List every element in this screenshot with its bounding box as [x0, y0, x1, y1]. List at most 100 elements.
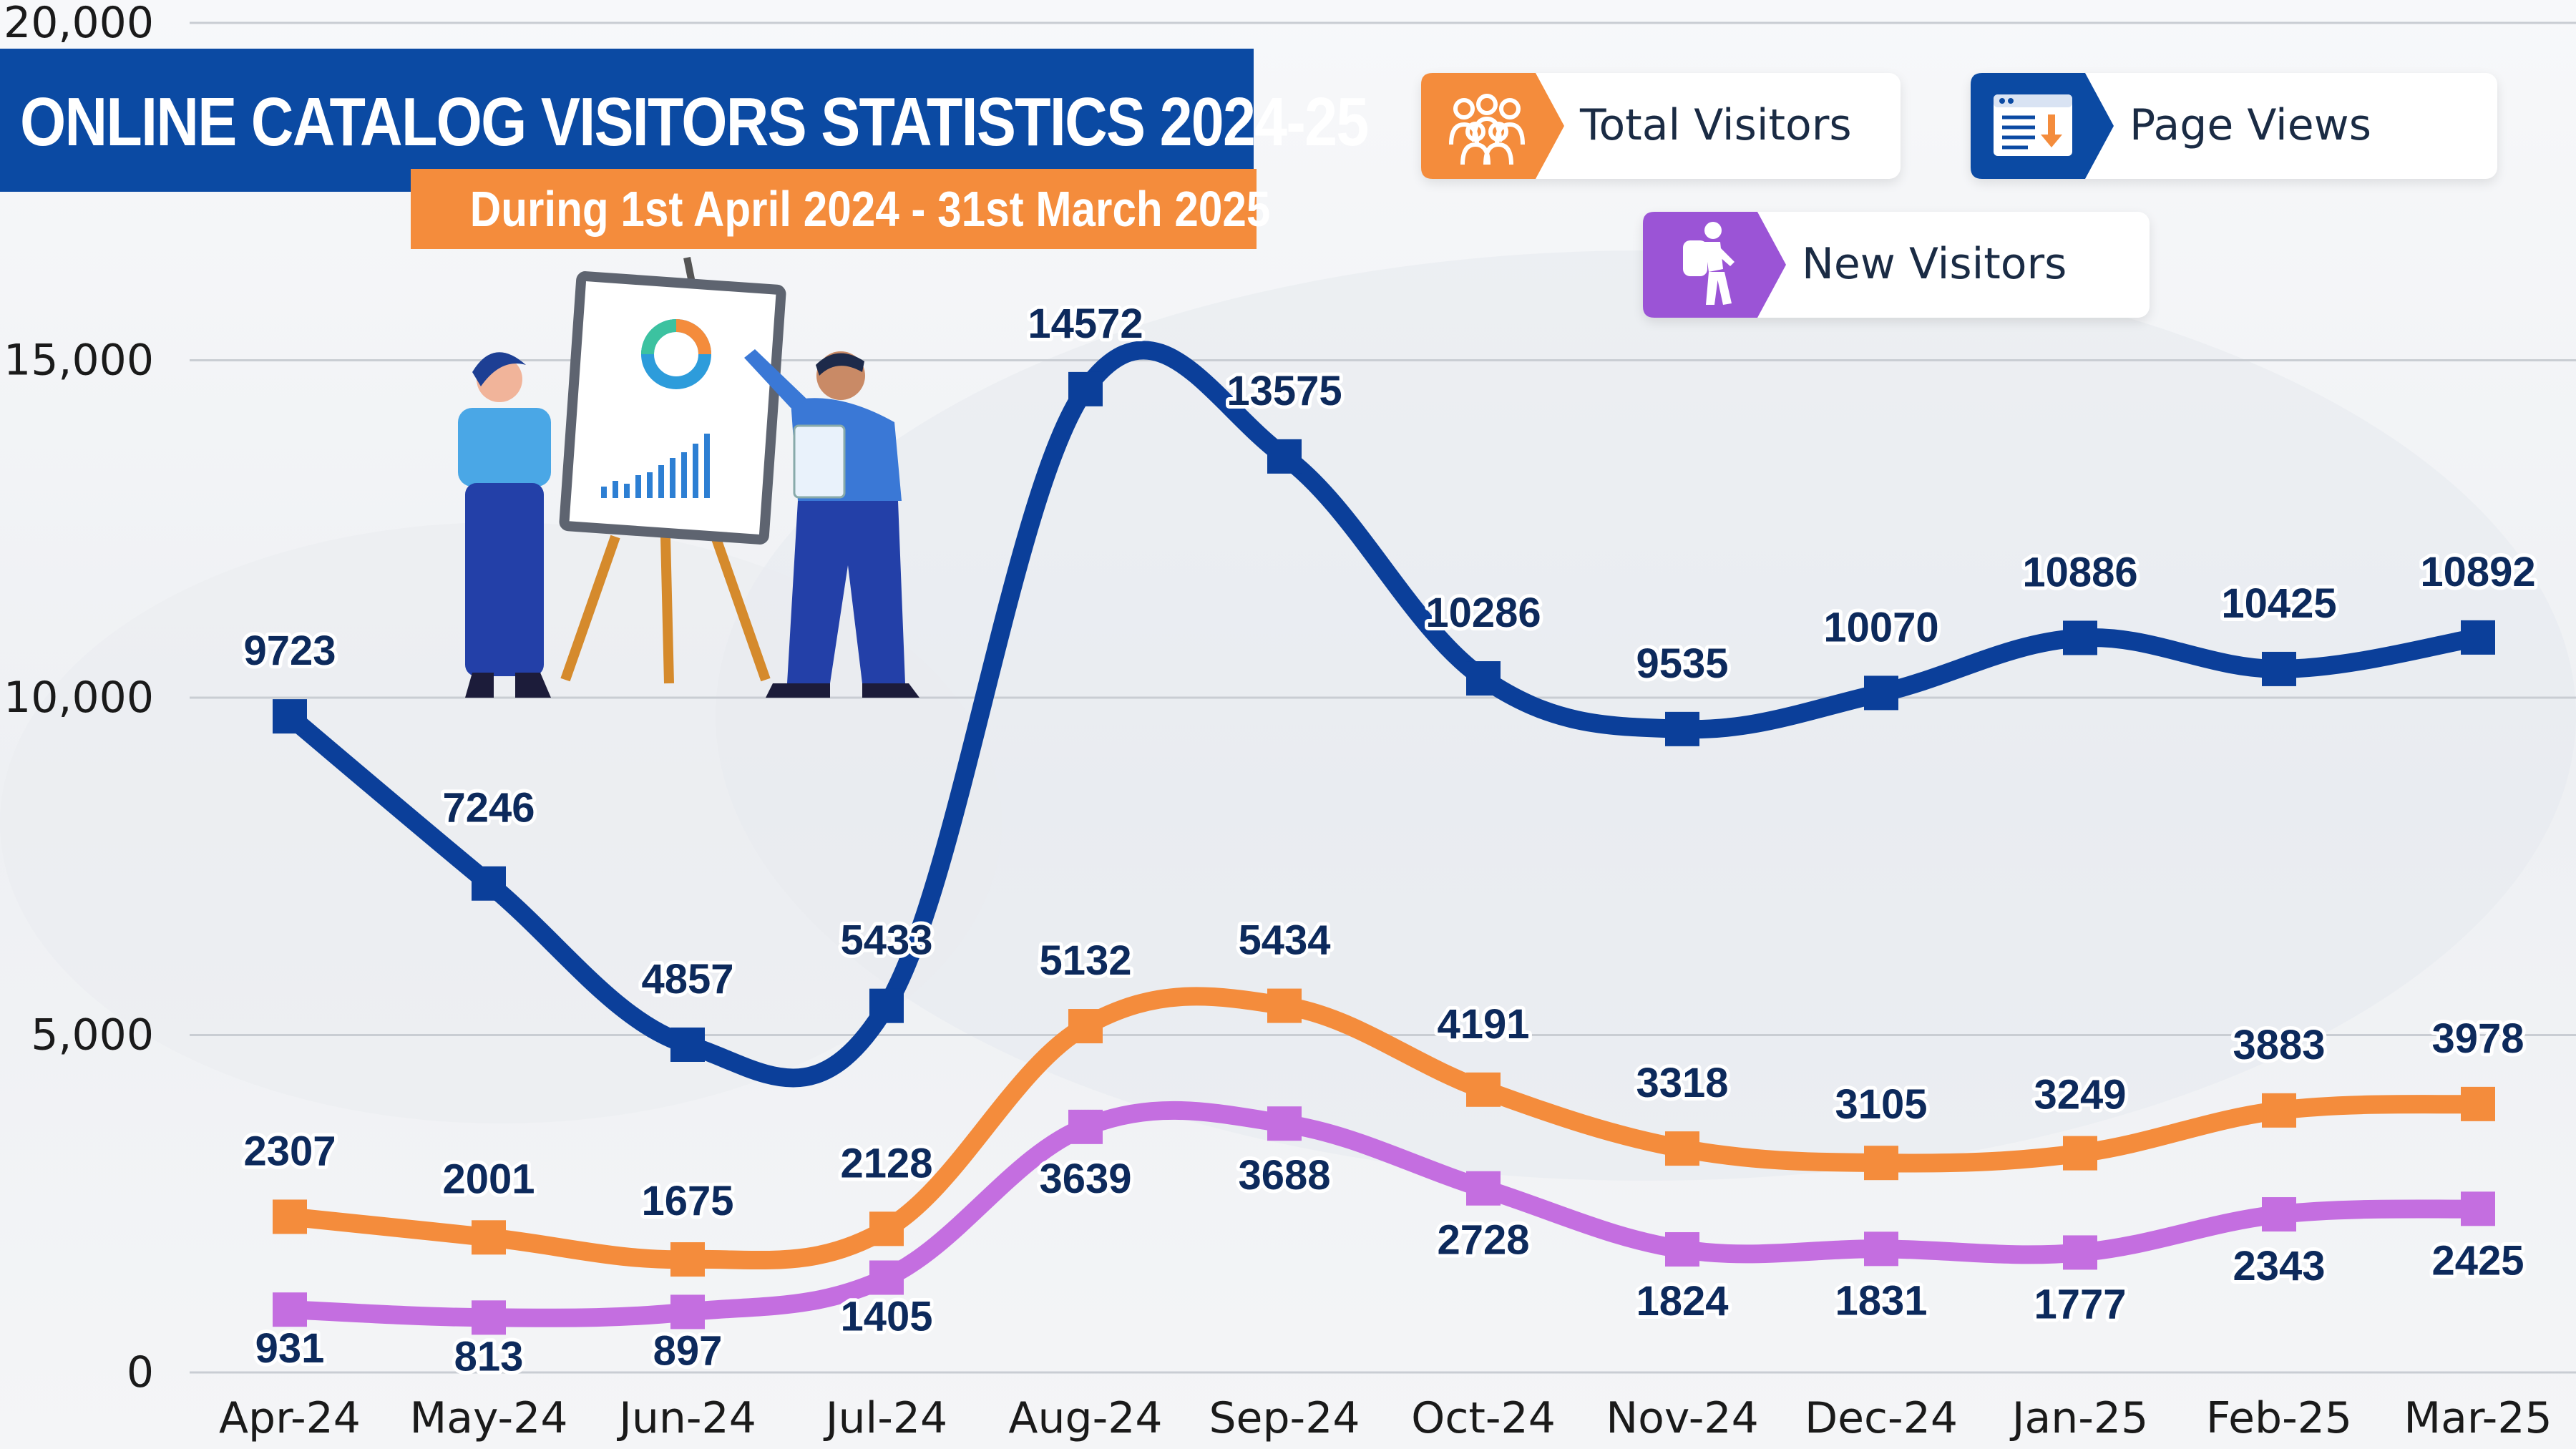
data-point-page-views: [1864, 675, 1898, 711]
data-label-total-visitors: 3978: [2431, 1015, 2524, 1062]
legend-label: Total Visitors: [1580, 100, 1852, 150]
data-point-new-visitors: [1466, 1171, 1501, 1206]
data-point-total-visitors: [273, 1199, 307, 1234]
background-wash: [0, 250, 2576, 1181]
data-point-new-visitors: [472, 1300, 506, 1335]
data-label-page-views: 10886: [2022, 549, 2137, 595]
chart-subtitle: During 1st April 2024 - 31st March 2025: [469, 181, 1271, 237]
x-axis-tick-labels: Apr-24 May-24 Jun-24 Jul-24 Aug-24 Sep-24 Oct-…: [219, 1393, 2552, 1443]
data-label-total-visitors: 3883: [2233, 1022, 2325, 1068]
data-label-new-visitors: 1831: [1835, 1277, 1927, 1324]
data-point-new-visitors: [1665, 1231, 1699, 1267]
data-point-page-views: [1068, 371, 1103, 406]
y-tick-label: 0: [127, 1347, 154, 1397]
data-point-total-visitors: [1864, 1146, 1898, 1181]
x-tick-label: Aug-24: [1008, 1393, 1162, 1443]
title-banner: ONLINE CATALOG VISITORS STATISTICS 2024-…: [0, 49, 1369, 192]
data-label-new-visitors: 897: [653, 1327, 723, 1374]
data-point-new-visitors: [1068, 1109, 1103, 1144]
data-label-page-views: 10425: [2221, 580, 2336, 627]
data-point-page-views: [869, 988, 904, 1023]
y-axis-tick-labels: 0 5,000 10,000 15,000 20,000: [4, 0, 154, 1397]
browser-download-icon: [1971, 73, 2114, 179]
data-label-page-views: 13575: [1226, 368, 1342, 414]
data-point-new-visitors: [2063, 1235, 2097, 1270]
y-tick-label: 5,000: [31, 1010, 154, 1060]
data-point-new-visitors: [2461, 1191, 2495, 1226]
data-point-page-views: [670, 1027, 705, 1062]
chart-title: ONLINE CATALOG VISITORS STATISTICS 2024-…: [20, 84, 1369, 160]
data-point-new-visitors: [1267, 1106, 1302, 1141]
presentation-illustration: [458, 257, 919, 698]
data-label-new-visitors: 1824: [1636, 1278, 1728, 1324]
data-point-page-views: [2461, 620, 2495, 655]
legend-item-page-views: Page Views: [1971, 73, 2497, 179]
x-tick-label: Mar-25: [2404, 1393, 2552, 1443]
data-point-total-visitors: [2461, 1086, 2495, 1121]
data-point-page-views: [1267, 439, 1302, 474]
y-tick-label: 20,000: [4, 0, 154, 48]
data-label-page-views: 10892: [2420, 549, 2535, 595]
subtitle-banner: During 1st April 2024 - 31st March 2025: [411, 169, 1271, 249]
data-label-new-visitors: 2343: [2233, 1243, 2325, 1289]
people-group-icon: [1421, 73, 1564, 179]
data-point-total-visitors: [1466, 1072, 1501, 1107]
data-point-new-visitors: [869, 1260, 904, 1295]
x-tick-label: Jun-24: [616, 1393, 756, 1443]
data-point-total-visitors: [1267, 988, 1302, 1023]
data-point-total-visitors: [1068, 1009, 1103, 1044]
data-point-page-views: [2262, 651, 2296, 686]
data-label-page-views: 7246: [442, 785, 535, 831]
data-label-new-visitors: 2728: [1437, 1217, 1529, 1264]
data-label-new-visitors: 813: [454, 1333, 524, 1380]
data-point-new-visitors: [670, 1294, 705, 1330]
data-label-total-visitors: 2307: [243, 1128, 336, 1174]
data-point-page-views: [273, 699, 307, 734]
data-label-total-visitors: 4191: [1437, 1001, 1529, 1048]
legend-label: Page Views: [2129, 100, 2371, 150]
data-label-new-visitors: 3639: [1039, 1156, 1131, 1202]
x-tick-label: May-24: [410, 1393, 568, 1443]
data-label-new-visitors: 931: [255, 1325, 325, 1372]
y-tick-label: 15,000: [4, 336, 154, 386]
data-label-total-visitors: 5434: [1238, 917, 1330, 964]
data-label-new-visitors: 3688: [1238, 1152, 1330, 1199]
x-tick-label: Dec-24: [1805, 1393, 1958, 1443]
data-point-total-visitors: [2063, 1136, 2097, 1171]
data-label-page-views: 10286: [1425, 590, 1541, 636]
series-markers: [273, 371, 2495, 1335]
data-label-new-visitors: 2425: [2431, 1237, 2524, 1284]
data-label-total-visitors: 3105: [1835, 1081, 1927, 1128]
x-tick-label: Jul-24: [823, 1393, 947, 1443]
data-point-total-visitors: [1665, 1131, 1699, 1166]
data-point-total-visitors: [2262, 1093, 2296, 1128]
y-tick-label: 10,000: [4, 673, 154, 723]
data-label-page-views: 4857: [641, 956, 733, 1002]
x-tick-label: Feb-25: [2206, 1393, 2352, 1443]
x-tick-label: Oct-24: [1411, 1393, 1556, 1443]
data-label-new-visitors: 1405: [840, 1294, 932, 1340]
data-point-new-visitors: [1864, 1231, 1898, 1267]
x-tick-label: Apr-24: [219, 1393, 361, 1443]
legend-label: New Visitors: [1802, 239, 2067, 289]
x-tick-label: Sep-24: [1209, 1393, 1360, 1443]
hiker-icon: [1643, 212, 1786, 318]
data-point-page-views: [1665, 711, 1699, 746]
data-point-total-visitors: [472, 1220, 506, 1255]
data-point-new-visitors: [273, 1292, 307, 1327]
data-point-page-views: [1466, 661, 1501, 696]
data-label-page-views: 9535: [1636, 640, 1728, 687]
legend-item-new-visitors: New Visitors: [1643, 212, 2150, 318]
data-label-page-views: 14572: [1028, 301, 1143, 347]
data-point-page-views: [2063, 620, 2097, 655]
data-label-total-visitors: 3249: [2034, 1072, 2126, 1118]
data-point-new-visitors: [2262, 1197, 2296, 1232]
data-label-total-visitors: 2001: [442, 1156, 535, 1202]
legend-item-total-visitors: Total Visitors: [1421, 73, 1901, 179]
x-tick-label: Nov-24: [1606, 1393, 1759, 1443]
data-label-total-visitors: 3318: [1636, 1060, 1728, 1106]
data-label-total-visitors: 1675: [641, 1178, 733, 1224]
data-label-page-views: 10070: [1823, 604, 1938, 650]
data-labels: 9723 7246 4857 5433 14572 13575 10286 9535 10070…: [240, 297, 2539, 1383]
